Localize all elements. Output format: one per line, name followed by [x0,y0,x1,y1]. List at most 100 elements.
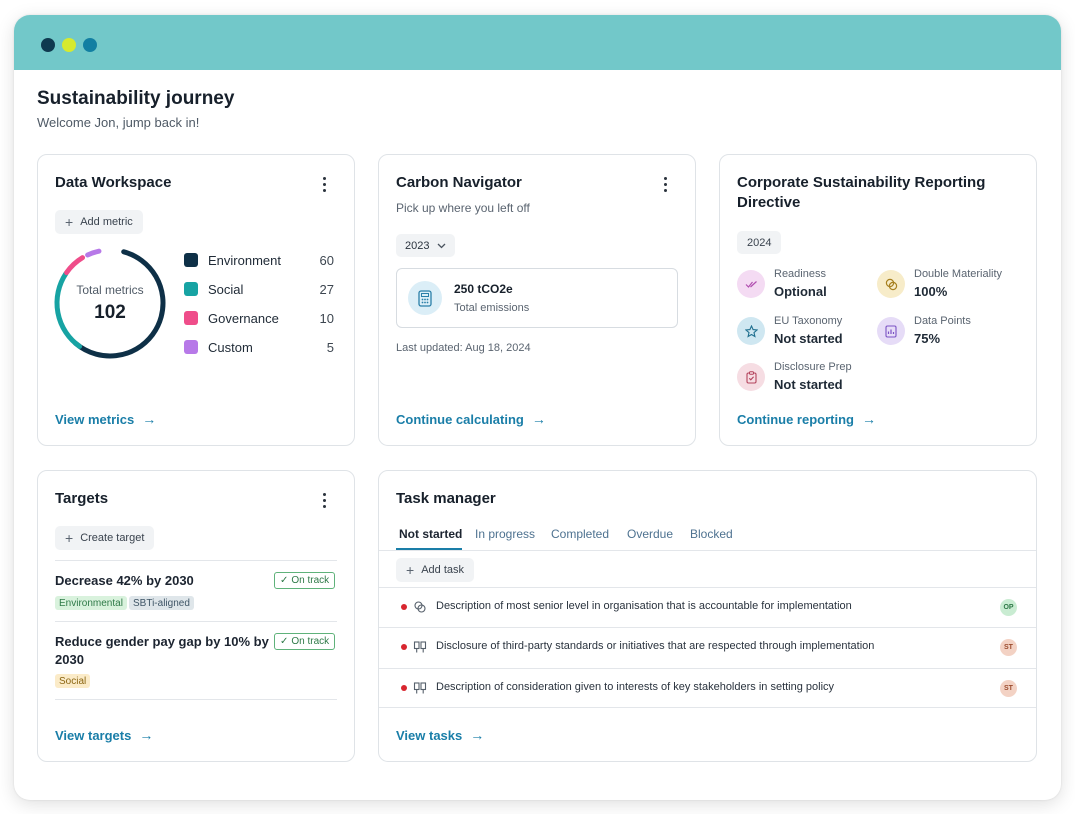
tab-not-started[interactable]: Not started [399,527,463,541]
year-chip: 2024 [737,231,782,254]
stat-label: Disclosure Prep [774,361,852,373]
continue-calculating-link[interactable]: Continue calculating → [396,411,546,427]
task-description: Description of most senior level in orga… [436,600,852,612]
arrow-right-icon: → [862,411,876,427]
stat-label: Double Materiality [914,268,1003,280]
arrow-right-icon: → [531,411,546,427]
check-icon: ✓ [280,636,289,647]
year-chip-value: 2024 [747,236,772,249]
year-select-value: 2023 [405,239,430,252]
add-metric-button[interactable]: + Add metric [55,210,143,234]
create-target-label: Create target [80,532,145,544]
create-target-button[interactable]: + Create target [55,526,155,550]
continue-calculating-label: Continue calculating [396,411,524,427]
status-badge: ✓ On track [274,572,336,589]
emissions-value: 250 tCO2e [454,282,513,296]
linked-circles-icon [877,270,905,298]
total-metrics-value: 102 [94,302,126,323]
avatar[interactable]: ST [1000,680,1017,697]
calculator-icon [408,281,442,315]
stat-value: Not started [774,377,843,392]
card-title-line1: Corporate Sustainability Reporting [737,174,986,191]
divider [55,560,337,561]
card-title: Task manager [396,490,496,507]
legend-label: Governance [208,310,279,326]
legend-item-social: Social 27 [184,280,334,298]
continue-reporting-label: Continue reporting [737,411,854,427]
app-window: Sustainability journey Welcome Jon, jump… [14,15,1061,800]
view-tasks-link[interactable]: View tasks → [396,727,484,743]
card-title: Data Workspace [55,174,172,191]
tab-blocked[interactable]: Blocked [690,527,733,541]
more-options-icon[interactable] [656,174,674,194]
legend-label: Custom [208,339,253,355]
divider [55,621,337,622]
legend-value: 5 [326,339,334,355]
check-icon: ✓ [280,575,289,586]
targets-card: Targets + Create target Decrease 42% by … [37,470,355,762]
legend-item-custom: Custom 5 [184,338,334,356]
status-badge: ✓ On track [274,633,336,650]
view-metrics-link[interactable]: View metrics → [55,411,156,427]
avatar[interactable]: OP [1000,599,1017,616]
donut-segment-governance [54,247,166,359]
continue-reporting-link[interactable]: Continue reporting → [737,411,876,427]
plus-icon: + [406,562,415,578]
star-icon [737,317,765,345]
stat-label: EU Taxonomy [774,315,843,327]
target-title: Decrease 42% by 2030 [55,573,194,588]
legend-value: 60 [319,252,334,268]
priority-dot [401,685,407,691]
task-manager-card: Task manager Not started In progress Com… [378,470,1037,762]
legend-label: Social [208,281,244,297]
data-workspace-card: Data Workspace + Add metric Total metric… [37,154,355,446]
more-options-icon[interactable] [315,490,333,510]
window-dot-blue[interactable] [83,38,97,52]
double-check-icon [737,270,765,298]
donut-segment-environment [54,247,166,359]
stat-value: Not started [774,331,843,346]
year-select[interactable]: 2023 [396,234,456,257]
task-row[interactable]: Disclosure of third-party standards or i… [379,627,1036,667]
status-label: On track [291,575,330,586]
more-options-icon[interactable] [315,174,333,194]
tab-in-progress[interactable]: In progress [475,527,536,541]
priority-dot [401,604,407,610]
task-row[interactable]: Description of most senior level in orga… [379,587,1036,627]
window-dot-dark[interactable] [41,38,55,52]
task-description: Disclosure of third-party standards or i… [436,640,875,652]
window-dot-lime[interactable] [62,38,76,52]
tab-overdue[interactable]: Overdue [627,527,674,541]
compare-icon [413,641,427,653]
legend-item-environment: Environment 60 [184,251,334,269]
carbon-navigator-card: Carbon Navigator Pick up where you left … [378,154,696,446]
legend-value: 27 [319,281,334,297]
tab-completed[interactable]: Completed [551,527,610,541]
plus-icon: + [65,214,74,230]
window-titlebar [14,15,1061,70]
page-title: Sustainability journey [37,88,235,109]
view-targets-link[interactable]: View targets → [55,727,153,743]
status-label: On track [291,636,330,647]
avatar[interactable]: ST [1000,639,1017,656]
stat-label: Readiness [774,268,826,280]
task-row[interactable]: Description of consideration given to in… [379,668,1036,708]
add-metric-label: Add metric [80,216,133,228]
stat-value: 75% [914,331,941,346]
divider [55,699,337,700]
tag-social: Social [55,674,91,688]
clipboard-icon [737,363,765,391]
card-title: Targets [55,490,109,507]
view-targets-label: View targets [55,727,132,743]
legend-item-governance: Governance 10 [184,309,334,327]
emissions-label: Total emissions [454,302,530,314]
metrics-donut-chart [54,247,166,359]
linked-circles-icon [414,601,426,613]
tabs-divider [379,550,1036,551]
legend-swatch [184,253,198,267]
add-task-button[interactable]: + Add task [396,558,474,582]
stat-value: Optional [774,284,827,299]
priority-dot [401,644,407,650]
total-emissions-box: 250 tCO2e Total emissions [396,268,678,328]
card-title-line2: Directive [737,194,801,211]
